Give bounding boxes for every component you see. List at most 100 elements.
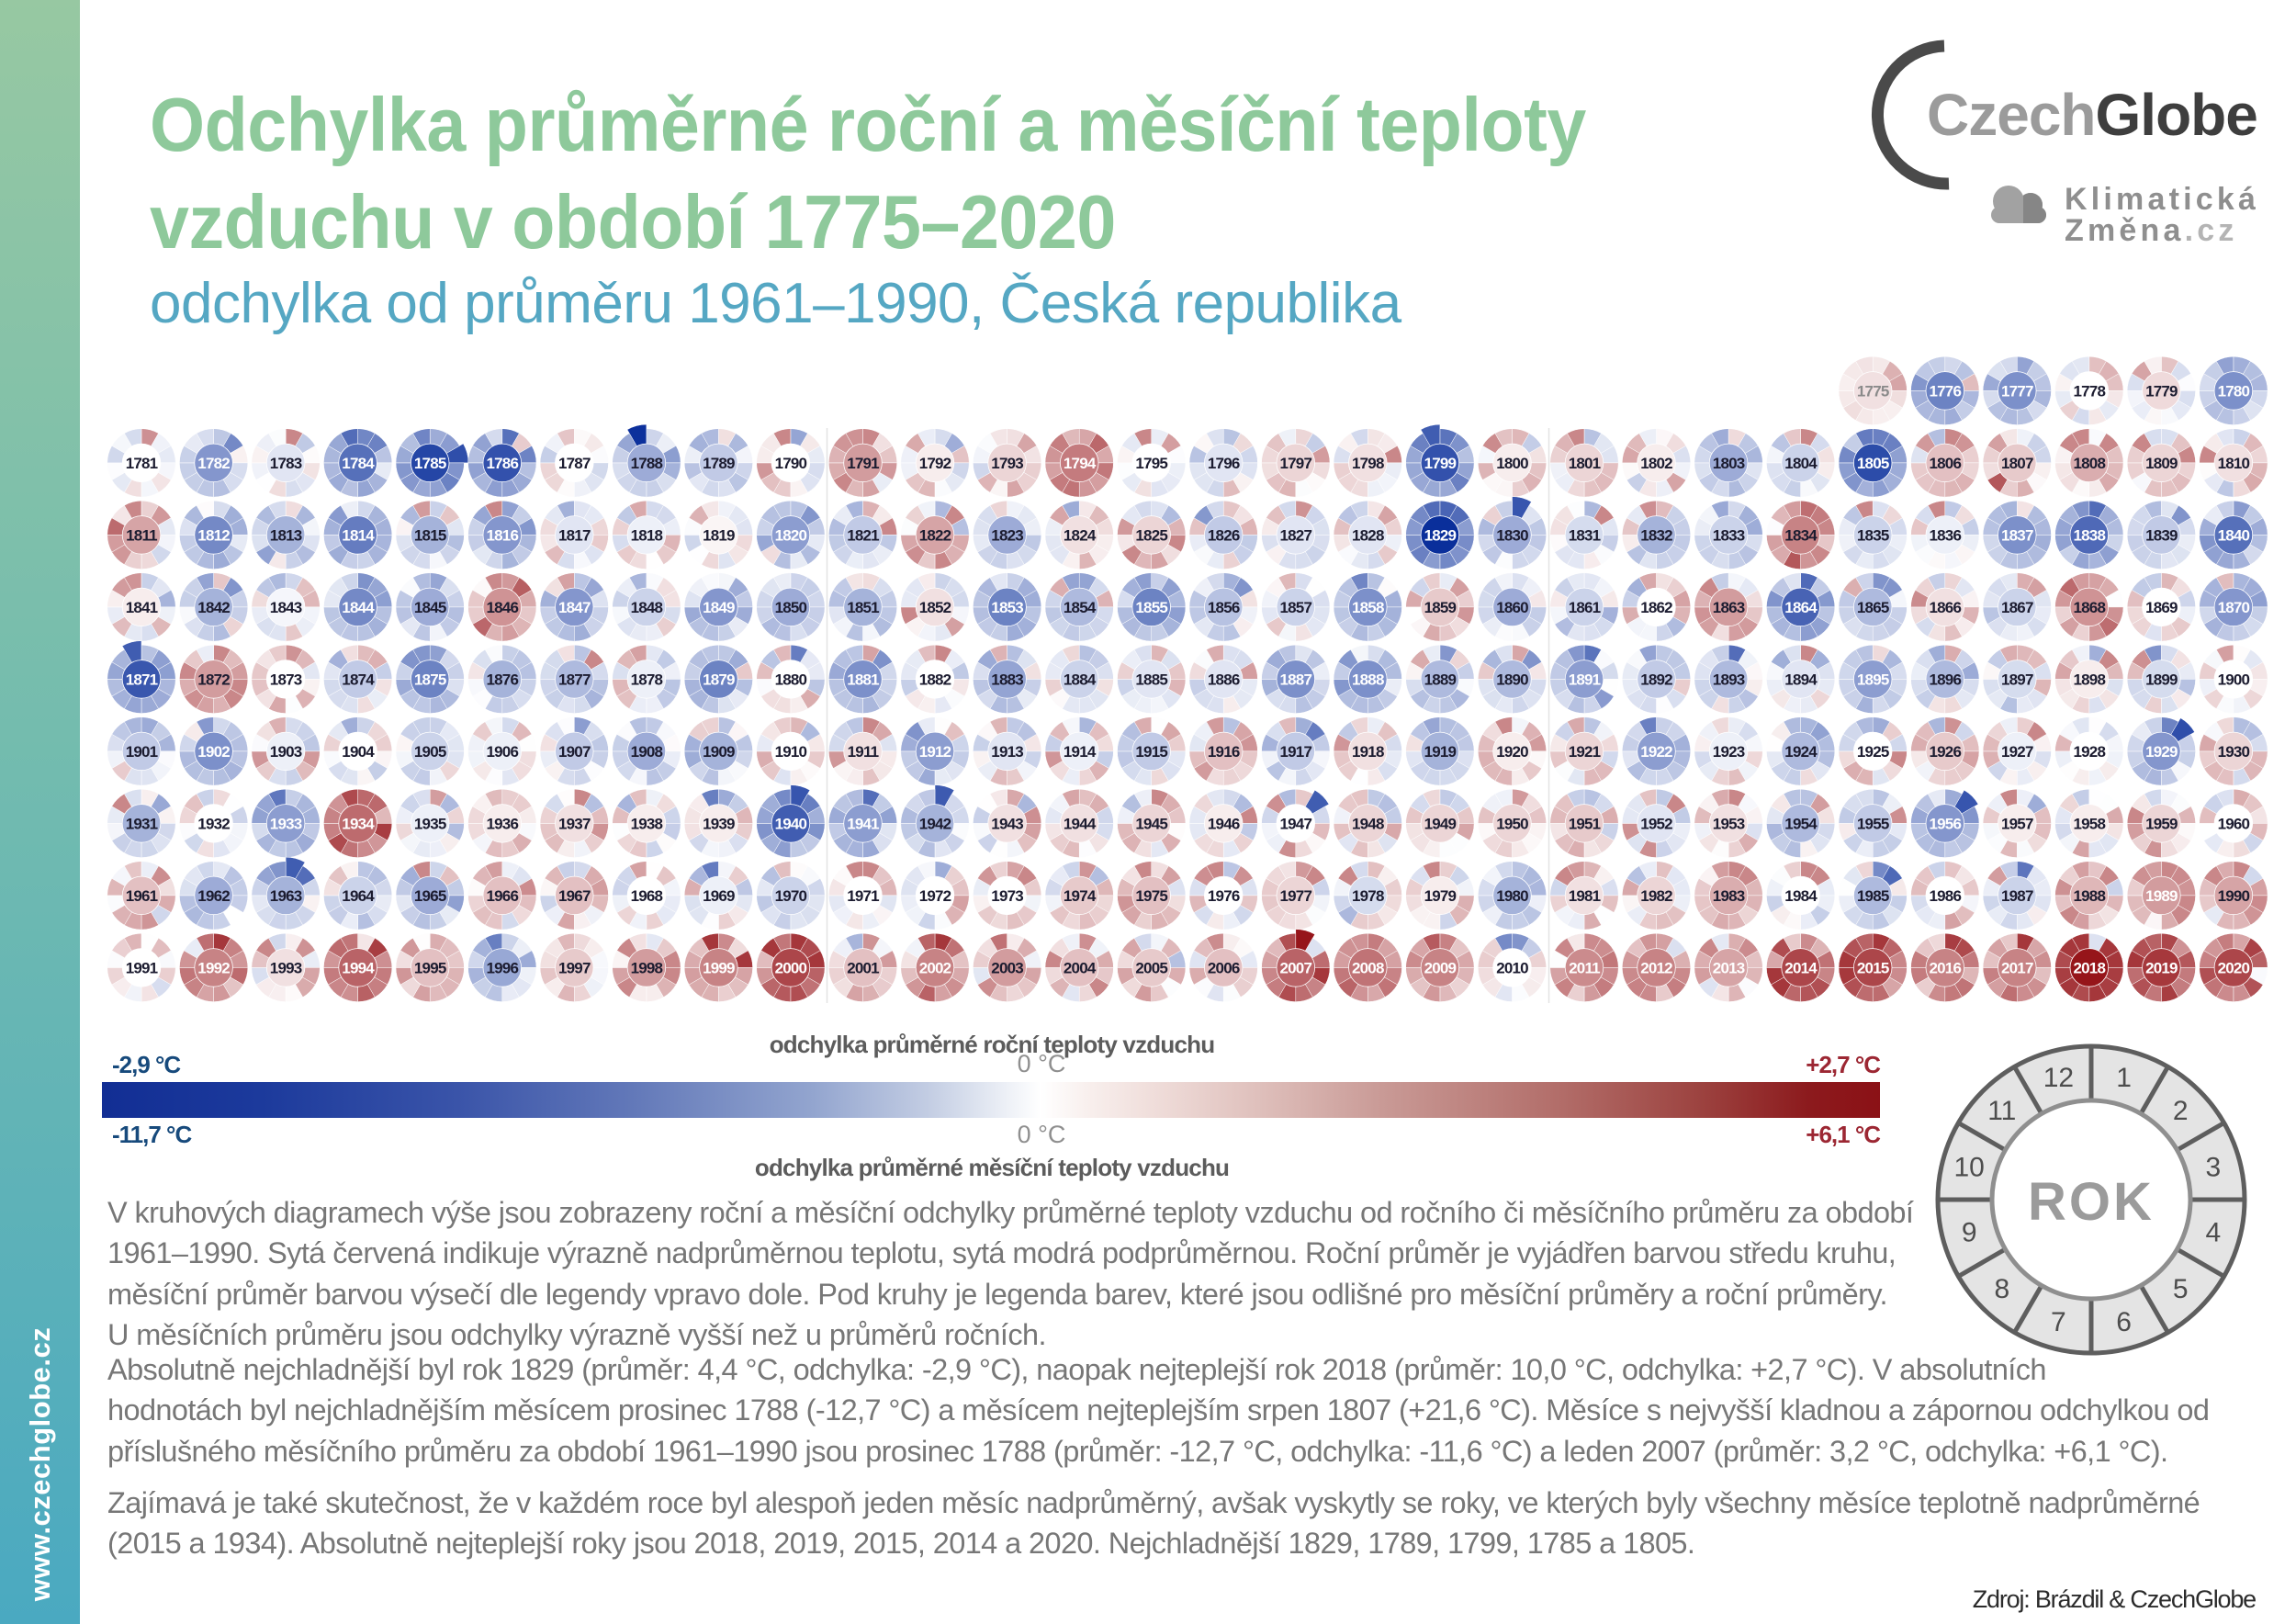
svg-text:1979: 1979: [1424, 887, 1457, 905]
svg-text:1804: 1804: [1784, 455, 1818, 472]
svg-text:1793: 1793: [991, 455, 1023, 472]
svg-text:1884: 1884: [1064, 671, 1097, 689]
svg-text:5: 5: [2173, 1274, 2189, 1304]
svg-text:1863: 1863: [1713, 599, 1745, 616]
svg-text:2006: 2006: [1208, 960, 1240, 977]
svg-text:1811: 1811: [126, 527, 157, 545]
svg-text:1916: 1916: [1208, 743, 1240, 761]
svg-text:1962: 1962: [197, 887, 230, 905]
svg-text:10: 10: [1954, 1152, 1985, 1182]
svg-text:1983: 1983: [1713, 887, 1745, 905]
svg-text:1844: 1844: [342, 599, 375, 616]
svg-text:1964: 1964: [342, 887, 375, 905]
svg-text:1873: 1873: [270, 671, 302, 689]
svg-text:1854: 1854: [1064, 599, 1097, 616]
svg-text:1813: 1813: [270, 527, 302, 545]
svg-text:9: 9: [1962, 1218, 1977, 1248]
svg-text:2004: 2004: [1064, 960, 1097, 977]
svg-text:1957: 1957: [2001, 816, 2033, 833]
svg-text:2007: 2007: [1279, 960, 1311, 977]
svg-text:1887: 1887: [1279, 671, 1311, 689]
svg-text:1776: 1776: [1929, 383, 1961, 400]
svg-text:1869: 1869: [2145, 599, 2178, 616]
svg-text:1907: 1907: [558, 743, 591, 761]
svg-text:3: 3: [2205, 1152, 2221, 1182]
svg-text:1995: 1995: [414, 960, 446, 977]
svg-text:1845: 1845: [414, 599, 446, 616]
svg-text:1986: 1986: [1929, 887, 1961, 905]
svg-text:1830: 1830: [1496, 527, 1528, 545]
svg-text:2017: 2017: [2001, 960, 2033, 977]
svg-text:7: 7: [2051, 1307, 2066, 1337]
svg-text:2008: 2008: [1352, 960, 1384, 977]
svg-text:1992: 1992: [197, 960, 230, 977]
svg-text:1784: 1784: [342, 455, 375, 472]
svg-text:1860: 1860: [1496, 599, 1528, 616]
svg-text:1952: 1952: [1640, 816, 1672, 833]
svg-text:1880: 1880: [775, 671, 807, 689]
svg-text:1971: 1971: [847, 887, 879, 905]
svg-text:Klimatická: Klimatická: [2065, 182, 2259, 217]
svg-text:2000: 2000: [775, 960, 807, 977]
svg-text:1895: 1895: [1857, 671, 1889, 689]
svg-text:1864: 1864: [1784, 599, 1818, 616]
svg-text:1875: 1875: [414, 671, 446, 689]
svg-text:1834: 1834: [1784, 527, 1818, 545]
svg-text:1888: 1888: [1352, 671, 1384, 689]
svg-text:1901: 1901: [126, 743, 158, 761]
svg-text:2003: 2003: [991, 960, 1023, 977]
svg-text:1938: 1938: [631, 816, 663, 833]
svg-text:1853: 1853: [991, 599, 1023, 616]
svg-text:1870: 1870: [2218, 599, 2250, 616]
svg-text:1777: 1777: [2001, 383, 2033, 400]
svg-text:1787: 1787: [558, 455, 591, 472]
svg-text:1856: 1856: [1208, 599, 1240, 616]
svg-text:1842: 1842: [197, 599, 230, 616]
svg-text:2014: 2014: [1784, 960, 1818, 977]
svg-text:1936: 1936: [486, 816, 518, 833]
svg-text:1917: 1917: [1279, 743, 1311, 761]
svg-text:1882: 1882: [919, 671, 951, 689]
svg-text:1812: 1812: [197, 527, 230, 545]
svg-text:1997: 1997: [558, 960, 591, 977]
svg-text:1857: 1857: [1279, 599, 1311, 616]
svg-text:1788: 1788: [631, 455, 663, 472]
svg-text:1885: 1885: [1135, 671, 1167, 689]
svg-text:1826: 1826: [1208, 527, 1240, 545]
svg-text:1876: 1876: [486, 671, 518, 689]
svg-text:2009: 2009: [1424, 960, 1457, 977]
svg-text:1959: 1959: [2145, 816, 2178, 833]
svg-text:8: 8: [1994, 1274, 2009, 1304]
svg-text:CzechGlobe: CzechGlobe: [1927, 82, 2257, 148]
svg-text:1961: 1961: [126, 887, 158, 905]
svg-text:1909: 1909: [703, 743, 735, 761]
svg-text:1970: 1970: [775, 887, 807, 905]
svg-text:1862: 1862: [1640, 599, 1672, 616]
svg-text:2015: 2015: [1857, 960, 1889, 977]
svg-text:1978: 1978: [1352, 887, 1384, 905]
svg-text:1900: 1900: [2218, 671, 2250, 689]
svg-text:1906: 1906: [486, 743, 518, 761]
svg-text:1783: 1783: [270, 455, 302, 472]
svg-text:1792: 1792: [919, 455, 951, 472]
svg-text:1789: 1789: [703, 455, 735, 472]
svg-text:1943: 1943: [991, 816, 1023, 833]
svg-text:1890: 1890: [1496, 671, 1528, 689]
svg-text:1963: 1963: [270, 887, 302, 905]
svg-text:1928: 1928: [2073, 743, 2105, 761]
svg-text:1896: 1896: [1929, 671, 1961, 689]
svg-text:1821: 1821: [847, 527, 879, 545]
svg-text:1878: 1878: [631, 671, 663, 689]
svg-text:1840: 1840: [2218, 527, 2250, 545]
svg-text:1: 1: [2116, 1063, 2132, 1093]
svg-text:1866: 1866: [1929, 599, 1961, 616]
svg-text:1865: 1865: [1857, 599, 1889, 616]
svg-text:1796: 1796: [1208, 455, 1240, 472]
svg-text:1861: 1861: [1569, 599, 1601, 616]
svg-text:1782: 1782: [197, 455, 230, 472]
svg-text:1899: 1899: [2145, 671, 2178, 689]
svg-text:1969: 1969: [703, 887, 735, 905]
svg-text:1910: 1910: [775, 743, 807, 761]
svg-text:1905: 1905: [414, 743, 446, 761]
svg-text:1975: 1975: [1135, 887, 1167, 905]
